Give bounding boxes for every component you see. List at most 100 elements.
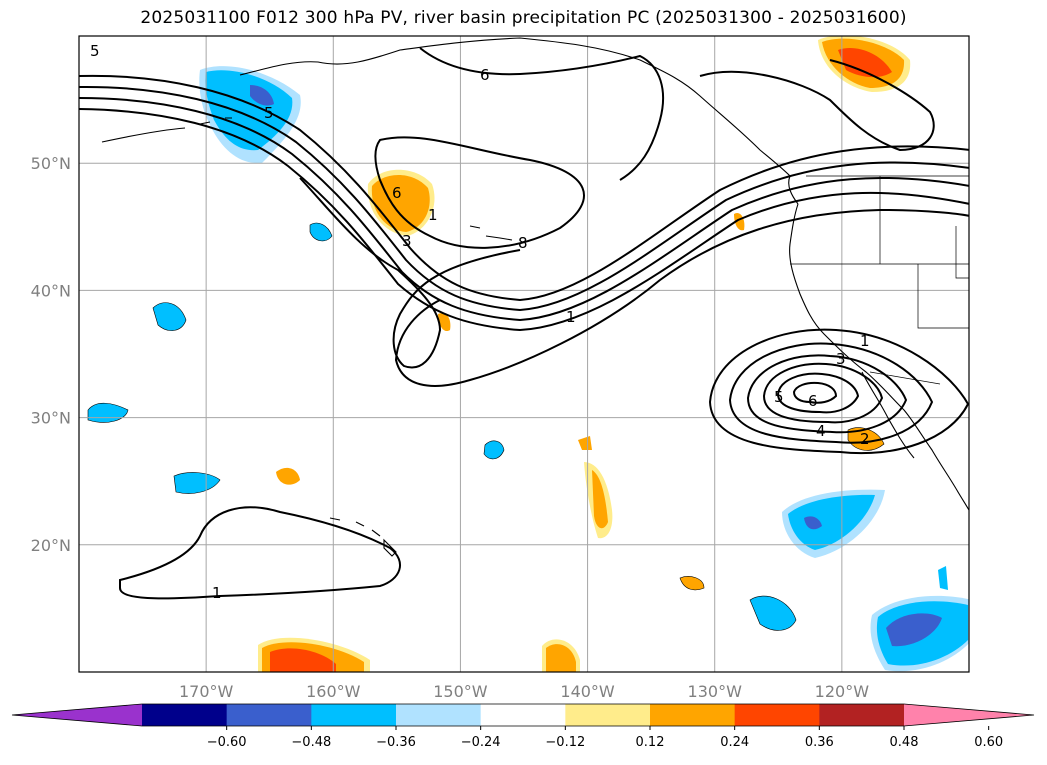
pv-cutoff-ring-1 <box>708 328 969 455</box>
pv-contours <box>79 47 969 600</box>
contour-label: 1 <box>566 308 576 326</box>
colorbar-tick-label: 0.48 <box>890 735 919 750</box>
pv-contour-ridge-loop <box>374 136 585 249</box>
colorbar-extend-low <box>12 704 142 726</box>
contour-label: 5 <box>90 42 100 60</box>
precip-negative-subtropical-strong <box>804 516 822 530</box>
pv-contour-5 <box>299 177 521 369</box>
colorbar-tick-label: −0.60 <box>207 735 247 750</box>
border-us-states-d <box>955 226 969 279</box>
contour-label: 4 <box>816 422 826 440</box>
precip-positive-small-a <box>438 312 451 332</box>
pv-cutoff-ring-6 <box>792 381 838 404</box>
colorbar-tick-label: 0.24 <box>720 735 749 750</box>
precip-negative-subtropical-core <box>788 494 875 550</box>
precip-negative-south-b-strong <box>886 613 942 647</box>
pv-cutoff-ring-5 <box>776 372 860 414</box>
coastline-alaska <box>239 37 791 177</box>
border-us-states-c <box>917 264 969 329</box>
colorbar-segment <box>650 704 736 726</box>
map-title: 2025031100 F012 300 hPa PV, river basin … <box>140 8 907 28</box>
lon-tick-label: 120°W <box>815 682 870 701</box>
lon-tick-label: 130°W <box>688 682 743 701</box>
precip-positive-south-a-strong <box>270 648 336 672</box>
precip-negative-small-e <box>483 440 505 460</box>
colorbar-extend-high <box>904 704 1034 726</box>
precip-positive-small-c <box>578 436 592 450</box>
contour-label: 3 <box>402 232 412 250</box>
pv-cutoff-ring-4 <box>762 362 884 424</box>
latitude-labels: 20°N 30°N 40°N 50°N <box>31 154 71 555</box>
colorbar-tick-labels: −0.60 −0.48 −0.36 −0.24 −0.12 0.12 0.24 0.36 0.4… <box>207 726 1003 750</box>
colorbar-outline <box>11 703 1035 727</box>
pv-contour-north-6 <box>419 47 665 181</box>
precip-positive-south-b-core <box>546 644 576 672</box>
colorbar-segment <box>565 704 651 726</box>
colorbar-segment <box>311 704 397 726</box>
precip-positive-baja <box>847 427 885 451</box>
contour-label: 8 <box>518 234 528 252</box>
precip-positive-far-north-strong <box>838 48 892 78</box>
pv-cutoff-ring-3 <box>746 354 908 434</box>
country-borders <box>790 175 969 385</box>
map-frame <box>78 35 970 673</box>
contour-label: 1 <box>428 206 438 224</box>
contour-label: 5 <box>774 388 784 406</box>
lon-tick-label: 160°W <box>306 682 361 701</box>
colorbar-segment <box>142 704 228 726</box>
precip-negative-small-d <box>173 472 221 494</box>
hawaii-islands <box>329 517 397 557</box>
lat-tick-label: 20°N <box>31 536 71 555</box>
island-kodiak <box>469 225 513 241</box>
colorbar-segment <box>819 704 905 726</box>
pv-contour-4 <box>79 108 969 332</box>
pv-cutoff-ring-2 <box>728 342 934 444</box>
gridlines <box>79 36 969 672</box>
contour-label: 1 <box>860 332 870 350</box>
precip-negative-south-c <box>938 566 948 590</box>
contour-label: 6 <box>392 184 402 202</box>
lat-tick-label: 40°N <box>31 281 71 300</box>
colorbar-tick-label: 0.60 <box>974 735 1003 750</box>
lon-tick-label: 150°W <box>433 682 488 701</box>
pv-contour-1 <box>79 74 969 302</box>
pv-contour-ne-loop <box>699 59 935 152</box>
contour-label: 5 <box>264 104 274 122</box>
colorbar-segment <box>226 704 312 726</box>
pv-contour-trough-loop <box>394 208 969 387</box>
precip-positive-small-b <box>276 467 300 485</box>
precip-negative-small-a <box>309 222 333 242</box>
colorbar-segment <box>734 704 820 726</box>
lon-tick-label: 140°W <box>560 682 615 701</box>
precip-negative-gulf-alaska-core <box>205 70 293 151</box>
colorbar-tick-label: −0.12 <box>545 735 585 750</box>
precip-negative-south-a <box>749 595 797 631</box>
precip-positive-small-d <box>679 576 705 591</box>
colorbar-tick-label: −0.48 <box>291 735 331 750</box>
colorbar-segment <box>480 704 566 726</box>
precip-positive-island-chain-core <box>592 470 608 529</box>
contour-label: 6 <box>808 392 818 410</box>
contour-label: 1 <box>212 584 222 602</box>
pv-contour-3 <box>79 97 969 322</box>
pv-contour-hawaii-1 <box>119 506 402 600</box>
colorbar-tick-label: 0.36 <box>805 735 834 750</box>
contour-label: 2 <box>860 430 870 448</box>
pv-contour-2 <box>79 85 969 312</box>
lat-tick-label: 50°N <box>31 154 71 173</box>
colorbar-tick-label: 0.12 <box>636 735 665 750</box>
colorbar-segment <box>396 704 482 726</box>
precipitation-shading <box>87 36 969 672</box>
longitude-labels: 170°W 160°W 150°W 140°W 130°W 120°W <box>179 682 869 701</box>
contour-label: 6 <box>480 66 490 84</box>
colorbar <box>11 703 1035 727</box>
border-us-mexico <box>869 371 941 385</box>
precip-negative-small-b <box>152 302 187 331</box>
precip-negative-gulf-alaska-strong <box>250 85 274 106</box>
precip-positive-coast <box>734 212 745 231</box>
precip-negative-small-c <box>87 402 129 423</box>
contour-label: 3 <box>836 350 846 368</box>
colorbar-tick-label: −0.24 <box>461 735 501 750</box>
colorbar-tick-label: −0.36 <box>376 735 416 750</box>
